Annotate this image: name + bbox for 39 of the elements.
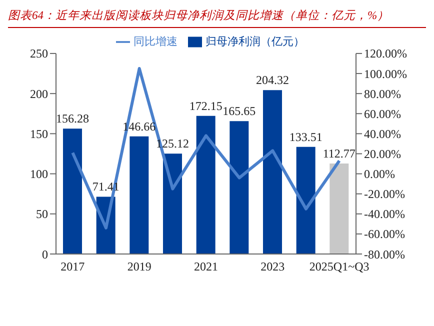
bar xyxy=(330,164,349,254)
y-tick-label: 250 xyxy=(30,46,48,61)
x-tick-label: 2025Q1~Q3 xyxy=(309,260,370,274)
y2-tick-label: 80.00% xyxy=(364,86,401,101)
bar xyxy=(230,121,249,254)
data-label: 204.32 xyxy=(256,73,289,88)
y2-tick-label: 0.00% xyxy=(364,167,395,182)
y-tick-label: 0 xyxy=(42,247,48,262)
data-label: 156.28 xyxy=(56,112,89,126)
legend-label: 同比增速 xyxy=(134,36,178,48)
y-tick-label: 50 xyxy=(36,207,48,222)
x-tick-label: 2023 xyxy=(260,260,285,274)
bar xyxy=(163,154,182,254)
bar xyxy=(130,136,149,254)
data-label: 165.65 xyxy=(222,104,256,118)
y2-tick-label: 120.00% xyxy=(364,46,407,61)
bar xyxy=(296,146,316,254)
data-label: 133.51 xyxy=(289,130,322,144)
y2-tick-label: -60.00% xyxy=(364,227,405,242)
y2-tick-label: -40.00% xyxy=(364,207,405,222)
y-tick-label: 150 xyxy=(30,126,48,141)
bar xyxy=(63,128,82,254)
y-tick-label: 200 xyxy=(30,86,48,101)
legend-label: 归母净利润（亿元） xyxy=(206,36,304,48)
y2-tick-label: 20.00% xyxy=(364,146,401,161)
y2-tick-label: -80.00% xyxy=(364,247,405,262)
chart-title: 图表64：近年来出版阅读板块归母净利润及同比增速（单位：亿元，%） xyxy=(8,8,426,28)
data-label: 172.15 xyxy=(189,98,222,113)
y2-tick-label: -20.00% xyxy=(364,187,405,202)
y2-tick-label: 100.00% xyxy=(364,66,407,81)
x-tick-label: 2021 xyxy=(194,260,218,274)
x-tick-label: 2017 xyxy=(60,260,85,274)
bar xyxy=(263,90,282,254)
x-tick-label: 2019 xyxy=(127,260,152,274)
y2-tick-label: 40.00% xyxy=(364,126,401,141)
bar xyxy=(196,116,216,254)
y2-tick-label: 60.00% xyxy=(364,106,401,121)
y-tick-label: 100 xyxy=(30,167,48,182)
data-label: 112.77 xyxy=(322,146,356,161)
